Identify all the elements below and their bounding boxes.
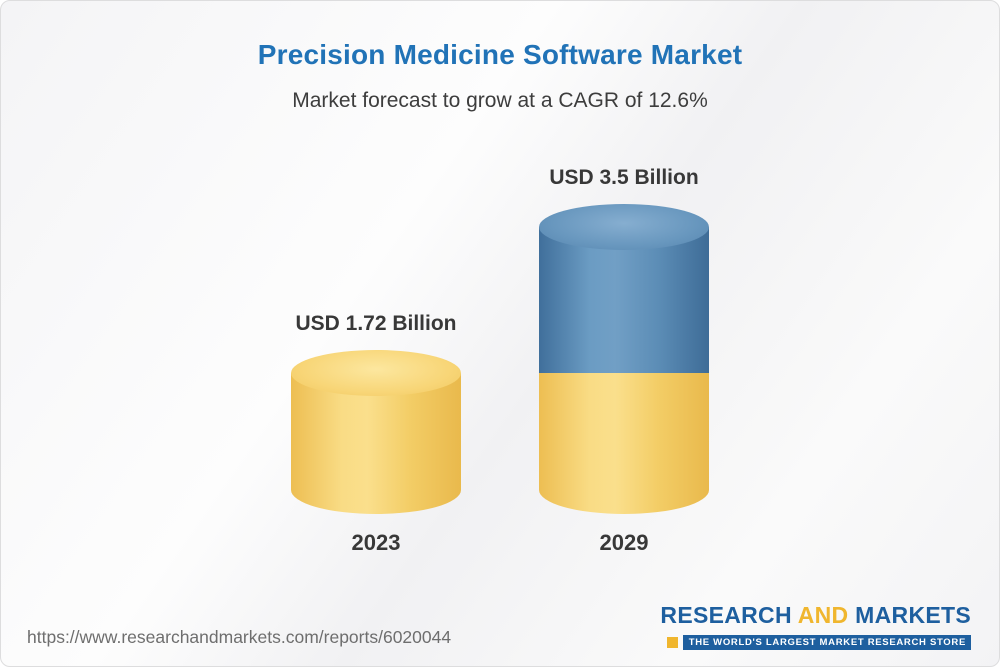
bar-value-label: USD 1.72 Billion xyxy=(295,311,457,335)
logo-wordmark: RESEARCH AND MARKETS xyxy=(660,602,971,629)
gold-square-icon xyxy=(666,637,678,648)
cylinder-2023 xyxy=(291,349,461,514)
cylinder-2029 xyxy=(539,204,709,514)
header: Precision Medicine Software Market Marke… xyxy=(1,1,999,113)
cylinder-top-ellipse xyxy=(291,349,461,396)
chart-area: USD 1.72 Billion 2023 USD 3.5 Billion 20… xyxy=(1,166,999,556)
logo-word-markets: MARKETS xyxy=(855,602,971,628)
cylinder-segment-blue-growth xyxy=(539,227,709,373)
logo-word-research: RESEARCH xyxy=(660,602,792,628)
cylinder-segment-yellow-base xyxy=(539,372,709,514)
bar-column-2029: USD 3.5 Billion 2029 xyxy=(539,166,709,556)
logo-tagline: THE WORLD'S LARGEST MARKET RESEARCH STOR… xyxy=(682,635,971,650)
bar-column-2023: USD 1.72 Billion 2023 xyxy=(291,312,461,556)
subtitle: Market forecast to grow at a CAGR of 12.… xyxy=(292,89,708,112)
logo-tagline-row: THE WORLD'S LARGEST MARKET RESEARCH STOR… xyxy=(660,635,971,650)
page-title: Precision Medicine Software Market xyxy=(257,39,743,70)
x-axis-label-2023: 2023 xyxy=(351,530,401,555)
report-url: https://www.researchandmarkets.com/repor… xyxy=(27,627,452,647)
logo-word-and: AND xyxy=(797,602,849,628)
x-axis-label-2029: 2029 xyxy=(599,530,649,555)
bar-value-label: USD 3.5 Billion xyxy=(549,166,699,189)
cylinder-body-yellow xyxy=(291,372,461,514)
research-and-markets-logo: RESEARCH AND MARKETS THE WORLD'S LARGEST… xyxy=(660,602,971,650)
cylinder-top-ellipse xyxy=(539,204,709,250)
footer: https://www.researchandmarkets.com/repor… xyxy=(1,602,999,650)
